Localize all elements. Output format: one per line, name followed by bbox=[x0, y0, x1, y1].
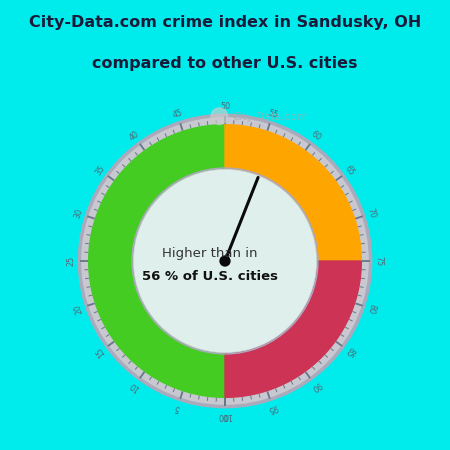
Circle shape bbox=[79, 115, 371, 407]
Text: City-Data.com crime index in Sandusky, OH: City-Data.com crime index in Sandusky, O… bbox=[29, 15, 421, 30]
Text: 80: 80 bbox=[366, 302, 378, 315]
Text: 60: 60 bbox=[309, 130, 322, 143]
Polygon shape bbox=[225, 125, 361, 261]
Text: 20: 20 bbox=[72, 302, 84, 315]
Circle shape bbox=[220, 256, 230, 266]
Text: City-Data.com: City-Data.com bbox=[233, 112, 307, 122]
Text: 30: 30 bbox=[72, 207, 84, 220]
Text: 35: 35 bbox=[94, 164, 107, 177]
Polygon shape bbox=[89, 125, 225, 397]
Text: 85: 85 bbox=[343, 345, 356, 358]
Text: 40: 40 bbox=[128, 130, 141, 143]
Text: 50: 50 bbox=[220, 102, 230, 111]
Text: 75: 75 bbox=[375, 256, 384, 266]
Text: 100: 100 bbox=[217, 411, 233, 420]
Text: 95: 95 bbox=[266, 402, 279, 414]
Polygon shape bbox=[225, 261, 361, 397]
Text: 65: 65 bbox=[343, 164, 356, 177]
Text: compared to other U.S. cities: compared to other U.S. cities bbox=[92, 56, 358, 71]
Text: 10: 10 bbox=[128, 379, 141, 392]
Text: 0: 0 bbox=[222, 411, 228, 420]
Text: 70: 70 bbox=[366, 207, 378, 220]
Text: 56 % of U.S. cities: 56 % of U.S. cities bbox=[141, 270, 278, 283]
Text: 15: 15 bbox=[94, 345, 107, 358]
Circle shape bbox=[135, 171, 315, 351]
Text: 5: 5 bbox=[174, 403, 181, 413]
Text: Higher than in: Higher than in bbox=[162, 247, 257, 260]
Text: 90: 90 bbox=[309, 379, 322, 392]
Text: 25: 25 bbox=[66, 256, 75, 266]
Text: 45: 45 bbox=[171, 108, 184, 120]
Text: 55: 55 bbox=[266, 108, 279, 120]
Circle shape bbox=[211, 108, 228, 125]
